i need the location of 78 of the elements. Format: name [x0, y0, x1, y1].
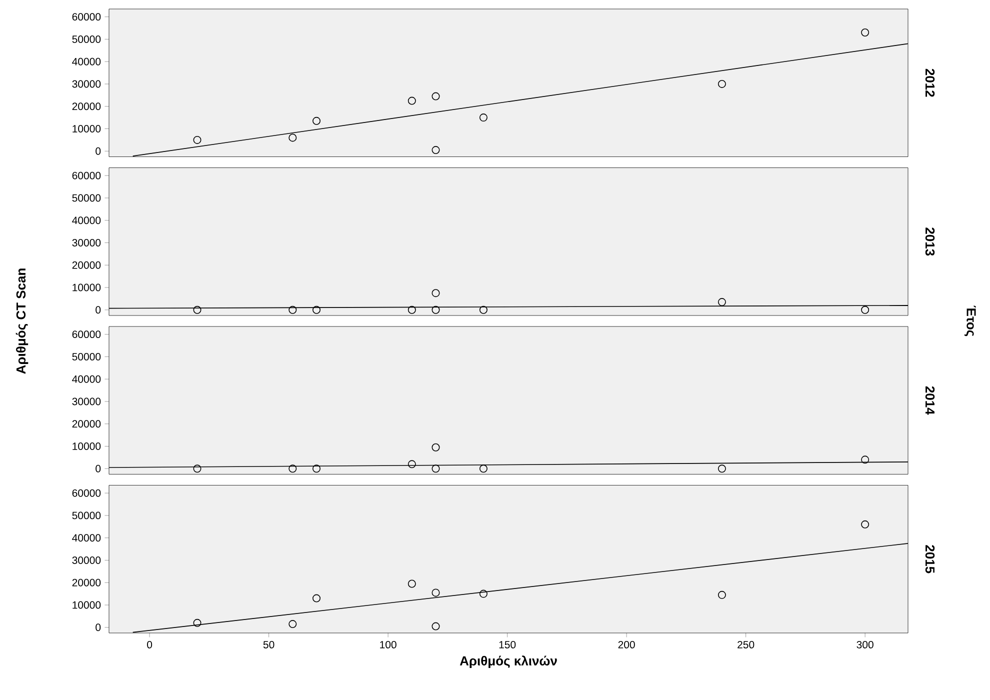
point: [193, 136, 202, 144]
point: [193, 464, 202, 473]
point: [718, 464, 726, 473]
x-tick-label: 150: [499, 640, 516, 648]
point: [479, 306, 488, 314]
y-tick-label: 0: [96, 624, 101, 632]
point: [432, 146, 440, 154]
y-tick-label: 0: [96, 464, 101, 472]
x-tick-label: 300: [856, 640, 874, 648]
point: [408, 306, 416, 314]
y-tick-label: 60000: [72, 330, 101, 338]
y-tick-label: 20000: [72, 578, 101, 586]
y2-axis-title: 2014: [925, 386, 935, 415]
text: Έτος: [964, 306, 976, 336]
point: [193, 306, 202, 314]
y-tick-label: 40000: [72, 534, 101, 542]
y-tick-label: 20000: [72, 102, 101, 110]
y-tick-label: 10000: [72, 601, 101, 609]
point: [861, 520, 870, 528]
point: [288, 464, 297, 473]
point: [432, 443, 440, 452]
y2-axis-title: 2015: [925, 545, 935, 574]
y-tick-label: 50000: [72, 194, 101, 202]
y-tick-label: 30000: [72, 239, 101, 246]
point: [718, 590, 726, 599]
x-tick-label: 50: [263, 640, 274, 648]
point: [193, 618, 202, 627]
y-tick-label: 40000: [72, 216, 101, 224]
point: [432, 289, 440, 298]
point: [432, 464, 440, 473]
point: [312, 116, 321, 125]
point: [861, 28, 870, 36]
y-tick-label: 0: [96, 147, 101, 155]
y-tick-label: 60000: [72, 13, 101, 21]
y2-axis-title: 2012: [925, 68, 935, 97]
point: [479, 464, 488, 473]
point: [432, 588, 440, 597]
point: [312, 594, 321, 602]
y-tick-label: 20000: [72, 420, 101, 428]
x-axis-title: Αριθμός κλινών: [460, 656, 557, 668]
point: [408, 460, 416, 468]
point: [479, 590, 488, 598]
point: [432, 306, 440, 314]
y-tick-label: 60000: [72, 489, 101, 497]
y-tick-label: 20000: [72, 261, 101, 269]
y-tick-label: 50000: [72, 353, 101, 360]
point: [288, 306, 297, 314]
y-tick-label: 50000: [72, 36, 101, 43]
x-tick-label: 200: [618, 640, 635, 648]
y-tick-label: 10000: [72, 125, 101, 132]
y-tick-label: 10000: [72, 284, 101, 292]
y-tick-label: 40000: [72, 375, 101, 383]
y2-axis-title: 2013: [925, 228, 935, 256]
point: [408, 580, 416, 588]
point: [479, 114, 488, 122]
point: [861, 306, 870, 314]
y-tick-label: 30000: [72, 80, 101, 88]
point: [718, 298, 726, 306]
y-tick-label: 0: [96, 306, 101, 314]
point: [432, 92, 440, 100]
x-tick-label: 250: [738, 640, 754, 648]
point: [312, 464, 321, 473]
y-tick-label: 60000: [72, 172, 101, 180]
point: [408, 96, 416, 105]
point: [432, 622, 440, 630]
point: [288, 134, 297, 142]
x-tick-label: 100: [380, 640, 396, 648]
y-tick-label: 30000: [72, 556, 101, 564]
x-tick-label: 0: [147, 640, 152, 648]
point: [288, 620, 297, 628]
y-tick-label: 50000: [72, 512, 101, 520]
point: [861, 456, 870, 464]
y-tick-label: 10000: [72, 442, 101, 450]
y-tick-label: 40000: [72, 58, 101, 66]
point: [718, 80, 726, 88]
y-tick-label: 30000: [72, 398, 101, 406]
point: [312, 306, 321, 314]
y-axis-title: Αριθμός CT Scan: [16, 268, 28, 374]
